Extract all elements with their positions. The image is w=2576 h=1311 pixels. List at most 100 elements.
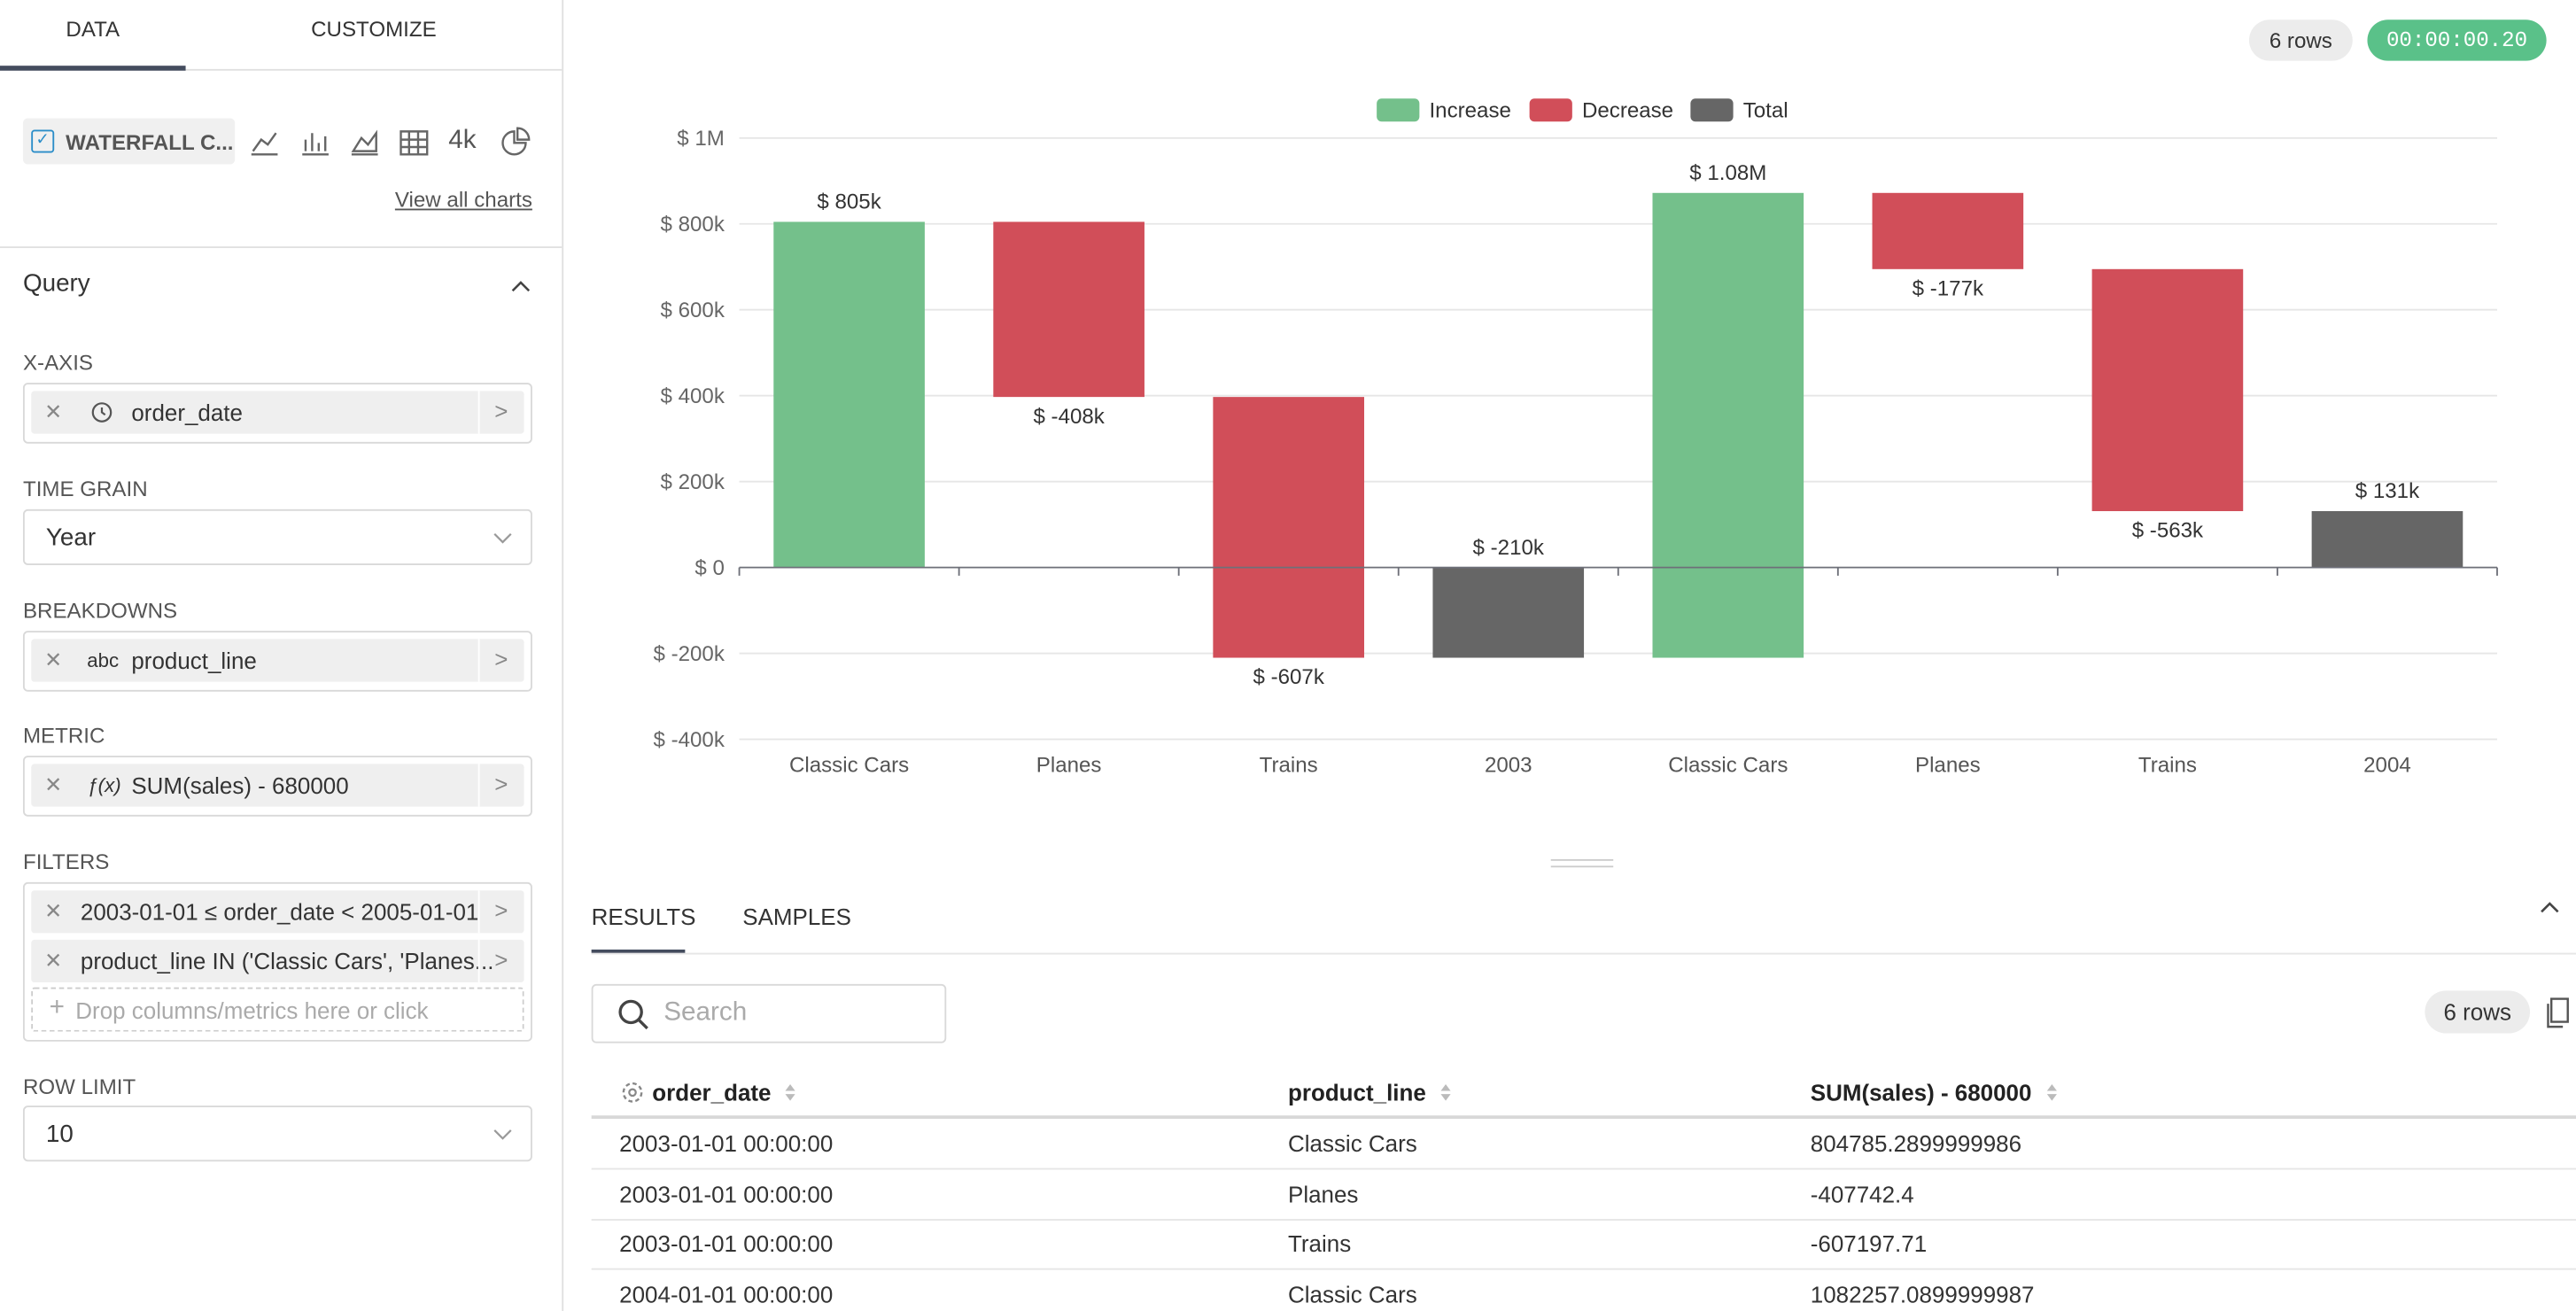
table-cell: 804785.2899999986 [1810, 1129, 2022, 1157]
select[interactable]: Year [22, 508, 532, 565]
type-prefix: abc [87, 648, 120, 672]
collapse-icon[interactable] [2538, 897, 2561, 917]
view-all-link[interactable]: View all charts [394, 187, 532, 213]
y-tick-label: $ 400k [661, 384, 725, 408]
sort-icon[interactable] [784, 1082, 797, 1102]
field-value: SUM(sales) - 680000 [131, 772, 349, 799]
column-header[interactable]: order_date [652, 1079, 797, 1105]
chevron[interactable]: > [494, 946, 508, 973]
field-box[interactable]: ✕ order_date > [22, 383, 532, 444]
chevron [493, 1129, 512, 1140]
chart-name: WATERFALL C... [66, 129, 234, 155]
resize-handle[interactable] [1550, 858, 1614, 861]
x-tick-label: Classic Cars [789, 754, 909, 778]
section-title: Query [22, 269, 90, 298]
field-box[interactable]: ✕ ƒ(x) SUM(sales) - 680000 > [22, 756, 532, 817]
remove-icon[interactable]: ✕ [44, 772, 63, 797]
remove-icon[interactable]: ✕ [44, 647, 63, 672]
copy-icon[interactable] [2545, 997, 2572, 1030]
field-label: FILTERS [22, 849, 110, 874]
drop-zone[interactable]: + Drop columns/metrics here or click [31, 987, 524, 1032]
remove-icon[interactable]: ✕ [44, 399, 63, 424]
placeholder: Drop columns/metrics here or click [75, 997, 429, 1024]
divider [591, 952, 2576, 955]
data-label: $ -408k [1033, 405, 1105, 429]
field-pill[interactable]: ✕ product_line IN ('Classic Cars', 'Plan… [31, 939, 524, 983]
resize-handle[interactable] [1550, 865, 1614, 868]
x-tick-label: Trains [2138, 754, 2197, 778]
table-cell: 2004-01-01 00:00:00 [619, 1280, 834, 1307]
plus-icon: + [49, 994, 65, 1022]
bar [2091, 268, 2244, 512]
tab[interactable]: DATA [66, 16, 120, 42]
line-chart-icon[interactable] [251, 132, 278, 156]
sort-icon[interactable] [2045, 1082, 2058, 1102]
area-chart-icon[interactable] [351, 129, 378, 156]
tab[interactable]: RESULTS [591, 904, 696, 930]
field-value: order_date [131, 399, 243, 426]
tab-underline [591, 949, 686, 953]
column-header[interactable]: SUM(sales) - 680000 [1811, 1079, 2058, 1105]
data-label: $ 131k [2355, 479, 2420, 503]
field-pill[interactable]: ✕ ƒ(x) SUM(sales) - 680000 > [31, 764, 524, 807]
placeholder: Search [663, 998, 748, 1028]
data-label: $ -210k [1473, 536, 1545, 560]
field-label: METRIC [22, 723, 105, 748]
field-pill[interactable]: ✕ 2003-01-01 ≤ order_date < 2005-01-01 > [31, 890, 524, 934]
y-tick-label: $ 600k [661, 299, 725, 322]
tab[interactable]: SAMPLES [742, 904, 851, 930]
clock-icon [91, 402, 113, 423]
legend-swatch [1529, 98, 1572, 122]
chevron[interactable]: > [494, 770, 508, 797]
bar [2311, 511, 2463, 568]
row-border [591, 1218, 2576, 1221]
data-label: $ -563k [2132, 519, 2204, 543]
checkbox[interactable]: ✓ [31, 129, 55, 153]
separator [477, 764, 480, 807]
chart-type-pill[interactable]: ✓ WATERFALL C... [22, 118, 236, 165]
x-tick-label: 2003 [1485, 754, 1532, 778]
legend-label: Total [1743, 99, 1788, 123]
table-cell: 1082257.0899999987 [1810, 1280, 2035, 1307]
chevron[interactable]: > [494, 397, 508, 424]
remove-icon[interactable]: ✕ [44, 898, 63, 924]
sort-icon[interactable] [1439, 1082, 1453, 1102]
search-input[interactable]: Search [591, 983, 947, 1043]
field-value: product_line [131, 647, 257, 674]
bar-chart-icon[interactable] [302, 133, 329, 156]
bar [1213, 397, 1365, 658]
data-label: $ -177k [1913, 276, 1984, 300]
type-prefix: ƒ(x) [87, 773, 121, 797]
row-count-badge: 6 rows [2425, 990, 2531, 1034]
table-cell: Planes [1288, 1180, 1359, 1207]
data-label: $ 805k [817, 190, 881, 214]
row-count-badge: 6 rows [2248, 19, 2353, 61]
search-icon [618, 999, 648, 1030]
column-header[interactable]: product_line [1288, 1079, 1452, 1105]
select[interactable]: 10 [22, 1105, 532, 1162]
collapse-icon[interactable] [509, 276, 532, 296]
field-pill[interactable]: ✕ order_date > [31, 391, 524, 434]
field-label: ROW LIMIT [22, 1074, 136, 1099]
y-tick-label: $ 0 [694, 556, 725, 580]
table-icon[interactable] [400, 130, 429, 156]
x-tick-label: Classic Cars [1668, 754, 1788, 778]
table-cell: 2003-01-01 00:00:00 [619, 1230, 834, 1257]
pie-icon[interactable] [501, 127, 531, 156]
bar [1652, 192, 1804, 658]
settings-icon[interactable] [619, 1079, 646, 1105]
select-value: 10 [45, 1120, 74, 1149]
remove-icon[interactable]: ✕ [44, 948, 63, 973]
table-cell: -607197.71 [1810, 1230, 1928, 1257]
x-tick-label: 2004 [2363, 754, 2411, 778]
chevron[interactable]: > [494, 645, 508, 672]
big-number-icon[interactable]: 4k [448, 126, 477, 155]
field-pill[interactable]: ✕ abc product_line > [31, 639, 524, 682]
tab[interactable]: CUSTOMIZE [311, 16, 437, 42]
legend-label: Increase [1429, 99, 1510, 123]
field-box[interactable]: ✕ 2003-01-01 ≤ order_date < 2005-01-01 >… [22, 881, 532, 1042]
table-cell: -407742.4 [1810, 1180, 1914, 1207]
field-box[interactable]: ✕ abc product_line > [22, 631, 532, 692]
chevron[interactable]: > [494, 896, 508, 924]
row-border [591, 1167, 2576, 1170]
